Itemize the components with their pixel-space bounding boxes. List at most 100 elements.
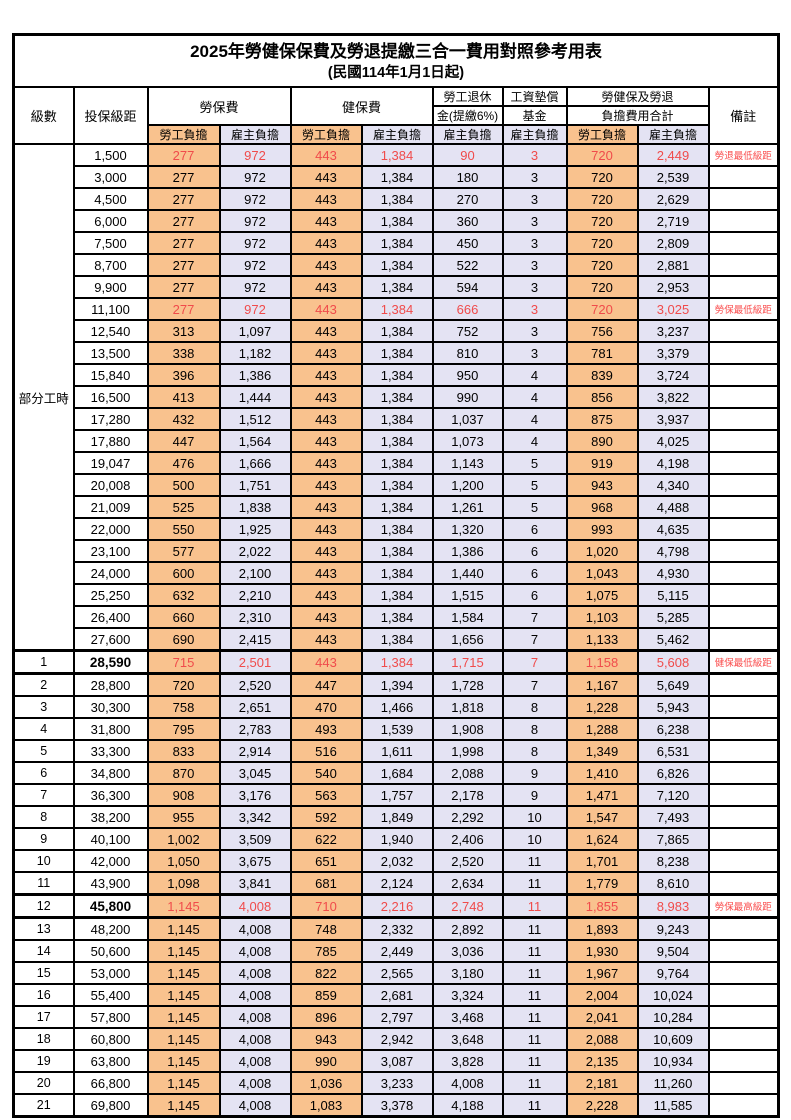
labor-employer-cell: 1,564 [218, 429, 292, 453]
bracket-cell: 19,047 [72, 451, 149, 475]
health-employee-cell: 710 [289, 893, 363, 919]
wage-fund-employer-cell: 3 [501, 275, 568, 299]
health-employee-cell: 943 [289, 1027, 363, 1051]
header-wage-fund-employer: 雇主負擔 [501, 124, 568, 145]
total-employer-cell: 5,462 [636, 627, 710, 652]
note-cell [707, 561, 780, 585]
total-employee-cell: 1,547 [565, 805, 639, 829]
total-employer-cell: 9,504 [636, 939, 710, 963]
note-cell [707, 916, 780, 941]
level-cell: 16 [12, 983, 75, 1007]
table-row: 18 60,800 1,145 4,008 943 2,942 3,648 11 2,088 10… [12, 1027, 780, 1051]
bracket-cell: 28,800 [72, 672, 149, 697]
page-subtitle: (民國114年1月1日起) [327, 64, 465, 81]
labor-employee-cell: 577 [146, 539, 221, 563]
health-employee-cell: 443 [289, 363, 363, 387]
total-employee-cell: 720 [565, 297, 639, 321]
labor-employee-cell: 413 [146, 385, 221, 409]
bracket-cell: 63,800 [72, 1049, 149, 1073]
table-row: 2 28,800 720 2,520 447 1,394 1,728 7 1,167 5,649 [12, 672, 780, 697]
note-cell [707, 495, 780, 519]
bracket-cell: 9,900 [72, 275, 149, 299]
pension-employer-cell: 1,261 [431, 495, 504, 519]
total-employer-cell: 3,025 [636, 297, 710, 321]
total-employee-cell: 720 [565, 275, 639, 299]
wage-fund-employer-cell: 11 [501, 849, 568, 873]
total-employer-cell: 11,585 [636, 1093, 710, 1118]
labor-employee-cell: 313 [146, 319, 221, 343]
health-employer-cell: 2,681 [360, 983, 434, 1007]
note-cell [707, 849, 780, 873]
total-employer-cell: 9,243 [636, 916, 710, 941]
health-employer-cell: 3,087 [360, 1049, 434, 1073]
table-row: 部分工時 1,500 277 972 443 1,384 90 3 720 2,449 勞退最低級距 [12, 143, 780, 652]
bracket-cell: 66,800 [72, 1071, 149, 1095]
wage-fund-employer-cell: 11 [501, 1071, 568, 1095]
labor-employer-cell: 2,022 [218, 539, 292, 563]
labor-employee-cell: 277 [146, 231, 221, 255]
table-row: 19 63,800 1,145 4,008 990 3,087 3,828 11 2,135 10… [12, 1049, 780, 1073]
note-cell [707, 739, 780, 763]
labor-employer-cell: 2,783 [218, 717, 292, 741]
bracket-cell: 21,009 [72, 495, 149, 519]
wage-fund-employer-cell: 11 [501, 1005, 568, 1029]
table-row: 9 40,100 1,002 3,509 622 1,940 2,406 10 1,624 7,8… [12, 827, 780, 851]
health-employer-cell: 2,124 [360, 871, 434, 896]
labor-employee-cell: 277 [146, 253, 221, 277]
pension-employer-cell: 360 [431, 209, 504, 233]
table-row: 8 38,200 955 3,342 592 1,849 2,292 10 1,547 7,493 [12, 805, 780, 829]
health-employer-cell: 1,384 [360, 253, 434, 277]
total-employer-cell: 10,934 [636, 1049, 710, 1073]
total-employee-cell: 720 [565, 209, 639, 233]
labor-employee-cell: 277 [146, 275, 221, 299]
pension-employer-cell: 270 [431, 187, 504, 211]
health-employee-cell: 443 [289, 165, 363, 189]
bracket-cell: 6,000 [72, 209, 149, 233]
bracket-cell: 20,008 [72, 473, 149, 497]
total-employee-cell: 1,349 [565, 739, 639, 763]
health-employer-cell: 1,539 [360, 717, 434, 741]
labor-employer-cell: 4,008 [218, 1071, 292, 1095]
total-employee-cell: 1,624 [565, 827, 639, 851]
table-row: 15,840 396 1,386 443 1,384 950 4 839 3,724 [14, 363, 780, 387]
note-cell [707, 583, 780, 607]
bracket-cell: 33,300 [72, 739, 149, 763]
total-employer-cell: 6,826 [636, 761, 710, 785]
note-cell [707, 209, 780, 233]
health-employer-cell: 1,384 [360, 187, 434, 211]
pension-employer-cell: 1,515 [431, 583, 504, 607]
level-cell: 7 [12, 783, 75, 807]
level-cell: 6 [12, 761, 75, 785]
total-employer-cell: 7,865 [636, 827, 710, 851]
bracket-cell: 43,900 [72, 871, 149, 896]
pension-employer-cell: 4,188 [431, 1093, 504, 1118]
table-row: 4 31,800 795 2,783 493 1,539 1,908 8 1,288 6,238 [12, 717, 780, 741]
wage-fund-employer-cell: 3 [501, 319, 568, 343]
labor-employee-cell: 660 [146, 605, 221, 629]
wage-fund-employer-cell: 3 [501, 143, 568, 167]
health-employee-cell: 443 [289, 187, 363, 211]
total-employee-cell: 1,893 [565, 916, 639, 941]
bracket-cell: 40,100 [72, 827, 149, 851]
health-employer-cell: 1,384 [360, 583, 434, 607]
total-employer-cell: 4,488 [636, 495, 710, 519]
health-employee-cell: 785 [289, 939, 363, 963]
total-employer-cell: 8,238 [636, 849, 710, 873]
note-cell [707, 605, 780, 629]
labor-employer-cell: 3,045 [218, 761, 292, 785]
health-employee-cell: 651 [289, 849, 363, 873]
labor-employee-cell: 1,145 [146, 1027, 221, 1051]
pension-employer-cell: 2,088 [431, 761, 504, 785]
table-row: 12 45,800 1,145 4,008 710 2,216 2,748 11 1,855 8,… [12, 893, 780, 919]
total-employee-cell: 1,167 [565, 672, 639, 697]
health-employee-cell: 470 [289, 695, 363, 719]
table-row: 27,600 690 2,415 443 1,384 1,656 7 1,133 5,462 [14, 627, 780, 652]
wage-fund-employer-cell: 8 [501, 695, 568, 719]
total-employee-cell: 1,701 [565, 849, 639, 873]
wage-fund-employer-cell: 11 [501, 983, 568, 1007]
health-employee-cell: 443 [289, 495, 363, 519]
health-employer-cell: 1,384 [360, 319, 434, 343]
health-employer-cell: 2,449 [360, 939, 434, 963]
note-cell [707, 939, 780, 963]
header-health-employer: 雇主負擔 [360, 124, 434, 145]
